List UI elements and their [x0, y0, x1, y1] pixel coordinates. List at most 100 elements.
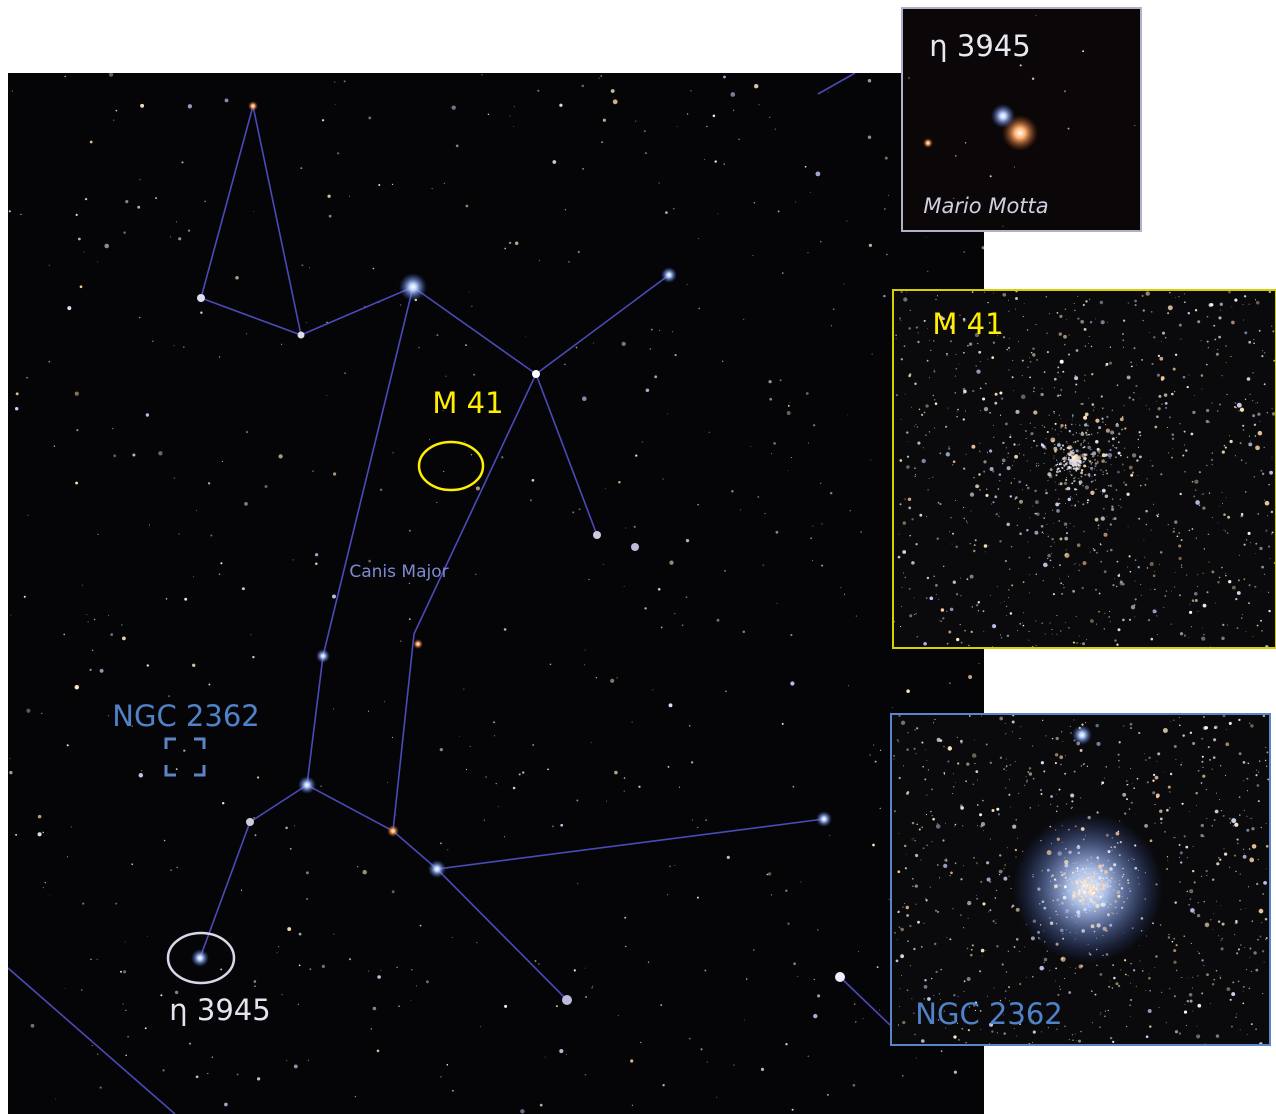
star: [972, 944, 974, 946]
star: [504, 628, 507, 631]
star: [1013, 390, 1014, 391]
star: [843, 284, 844, 285]
star: [28, 515, 29, 516]
star: [669, 703, 673, 707]
star: [812, 560, 813, 561]
star: [899, 459, 902, 462]
star: [782, 272, 783, 273]
star: [979, 450, 980, 451]
star: [349, 958, 351, 960]
star: [894, 932, 896, 934]
star: [965, 1042, 967, 1044]
star: [1218, 336, 1221, 339]
star: [1206, 818, 1207, 819]
star: [1029, 376, 1031, 378]
star: [1179, 844, 1181, 846]
star: [1271, 533, 1272, 534]
star: [1243, 320, 1244, 321]
star: [444, 183, 445, 184]
star: [1155, 804, 1156, 805]
star: [1124, 812, 1126, 814]
star: [1225, 775, 1226, 776]
star: [992, 470, 994, 472]
star: [1126, 1026, 1127, 1027]
star: [49, 265, 50, 266]
star: [689, 725, 691, 727]
star: [1061, 957, 1066, 962]
star: [1085, 457, 1086, 458]
star: [1021, 395, 1026, 400]
star: [1056, 615, 1057, 616]
star: [537, 90, 539, 92]
star: [1118, 760, 1120, 762]
star: [969, 342, 972, 345]
star: [1106, 875, 1107, 876]
star: [1007, 635, 1009, 637]
star: [1087, 499, 1089, 501]
star: [299, 965, 301, 967]
star: [863, 1018, 864, 1019]
star: [1041, 793, 1043, 795]
star: [985, 551, 986, 552]
star: [1161, 341, 1162, 342]
star: [897, 870, 900, 873]
star: [1045, 489, 1046, 490]
star: [1075, 477, 1076, 478]
star: [1014, 167, 1015, 168]
star: [1084, 884, 1085, 885]
m41-inset: [893, 290, 1276, 648]
star: [1093, 549, 1095, 551]
star: [658, 588, 661, 591]
star: [1072, 1034, 1073, 1035]
star: [1073, 642, 1074, 643]
star: [1131, 366, 1132, 367]
star: [1088, 816, 1091, 819]
star: [1064, 885, 1067, 888]
star: [1056, 737, 1059, 740]
star: [1080, 749, 1081, 750]
star: [651, 329, 653, 331]
star: [909, 614, 912, 617]
star: [1073, 739, 1075, 741]
star: [1045, 438, 1046, 439]
star: [1089, 883, 1090, 884]
star: [1055, 762, 1057, 764]
star: [1128, 526, 1129, 527]
star: [1075, 462, 1077, 464]
star: [1167, 856, 1168, 857]
star: [1201, 761, 1203, 763]
star: [1077, 895, 1079, 897]
star: [1110, 484, 1113, 487]
star: [978, 473, 980, 475]
star: [1033, 391, 1034, 392]
star: [963, 418, 965, 420]
star: [1100, 491, 1101, 492]
star: [1086, 881, 1087, 882]
star: [911, 407, 912, 408]
star: [1014, 478, 1015, 479]
star: [1018, 481, 1021, 484]
star: [911, 998, 912, 999]
star: [1070, 474, 1071, 475]
star: [921, 946, 923, 948]
star: [1000, 635, 1001, 636]
star: [1065, 755, 1066, 756]
star: [964, 630, 966, 632]
star: [1055, 482, 1056, 483]
star: [335, 104, 336, 105]
star: [1052, 629, 1053, 630]
star: [933, 576, 934, 577]
star: [908, 498, 911, 501]
star: [1232, 981, 1234, 983]
star: [140, 179, 141, 180]
star: [208, 482, 210, 484]
star: [725, 690, 727, 692]
star: [88, 621, 89, 622]
star: [1211, 570, 1214, 573]
star: [1076, 922, 1077, 923]
star: [1229, 440, 1232, 443]
star: [900, 319, 901, 320]
star: [753, 255, 754, 256]
star: [1162, 332, 1165, 335]
star: [954, 1071, 957, 1074]
